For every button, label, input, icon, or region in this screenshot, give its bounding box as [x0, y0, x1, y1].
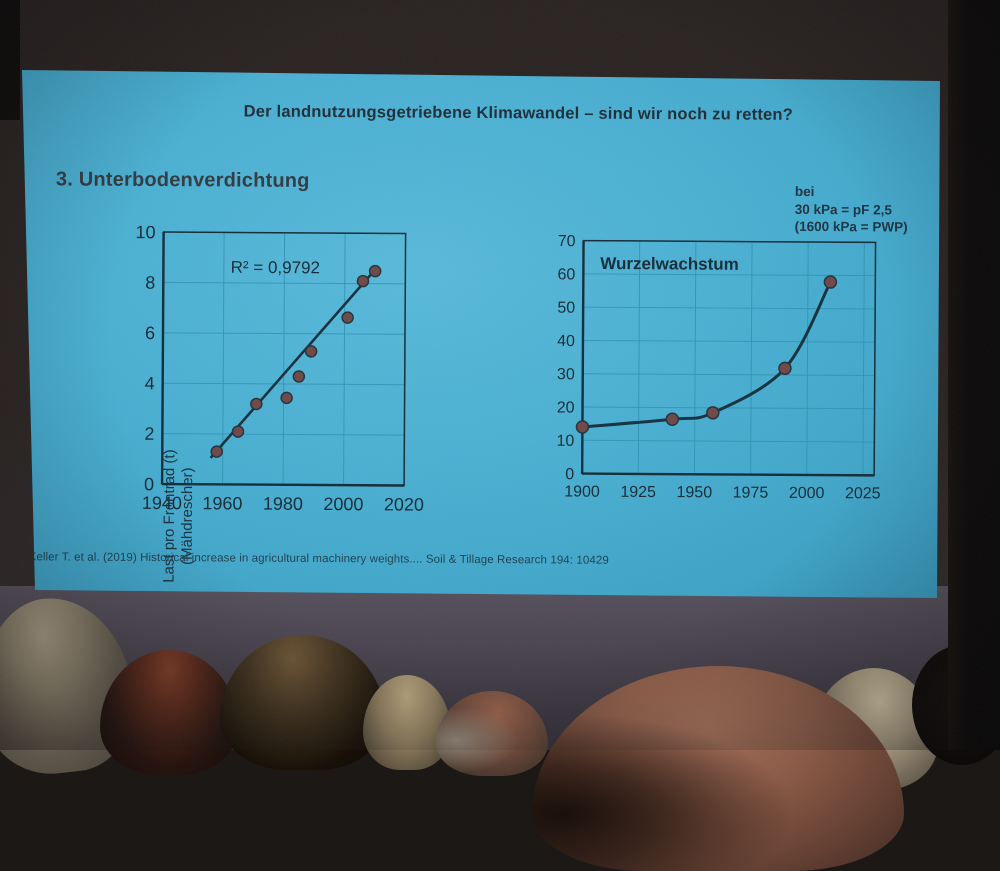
screen-left-edge: [0, 0, 20, 120]
svg-text:70: 70: [558, 234, 576, 250]
svg-text:1975: 1975: [733, 485, 769, 502]
svg-text:1950: 1950: [676, 484, 712, 501]
svg-text:2000: 2000: [789, 485, 825, 502]
citation: Keller T. et al. (2019) Historical incre…: [28, 551, 609, 567]
svg-text:2025: 2025: [845, 485, 881, 502]
slide-content: Der landnutzungsgetriebene Klimawandel –…: [22, 70, 940, 598]
svg-text:20: 20: [557, 399, 575, 416]
slide-title: Der landnutzungsgetriebene Klimawandel –…: [243, 102, 794, 124]
section-heading: 3. Unterbodenverdichtung: [55, 168, 310, 192]
svg-text:R² = 0,9792: R² = 0,9792: [231, 258, 320, 278]
svg-text:50: 50: [557, 300, 575, 317]
svg-text:8: 8: [145, 273, 155, 293]
svg-text:30: 30: [557, 366, 575, 383]
svg-text:6: 6: [145, 323, 155, 343]
svg-text:1900: 1900: [564, 483, 600, 500]
svg-text:60: 60: [558, 266, 576, 283]
slide: Der landnutzungsgetriebene Klimawandel –…: [22, 70, 940, 598]
svg-text:40: 40: [557, 333, 575, 350]
svg-text:10: 10: [136, 226, 156, 243]
svg-text:0: 0: [144, 474, 154, 494]
svg-text:1960: 1960: [202, 493, 242, 513]
svg-text:2: 2: [144, 424, 154, 444]
svg-text:4: 4: [145, 373, 155, 393]
note-line-1: bei: [794, 183, 815, 200]
pressure-note: bei 30 kPa = pF 2,5 (1600 kPa = PWP): [794, 183, 940, 236]
svg-text:0: 0: [565, 466, 574, 483]
svg-text:2020: 2020: [384, 494, 424, 514]
chart-canvas-1: 1900 1925 1950 1975 2000 2025 0 10 20 30 40 50 60 70 W…: [556, 233, 881, 502]
svg-text:1980: 1980: [263, 494, 303, 514]
svg-text:2000: 2000: [323, 494, 363, 514]
root-growth-chart: Zeit bis 50 cm Tiefe erreicht werden (d)…: [537, 233, 901, 512]
svg-text:Wurzelwachstum: Wurzelwachstum: [600, 254, 739, 274]
note-line-3: (1600 kPa = PWP): [794, 218, 908, 235]
svg-text:1925: 1925: [620, 484, 656, 501]
screen-right-edge: [948, 0, 1000, 750]
svg-text:10: 10: [556, 433, 574, 450]
machinery-load-chart: Last pro Frontrad (t) (Mähdrescher) 1940…: [117, 222, 431, 583]
note-line-2: 30 kPa = pF 2,5: [794, 201, 893, 217]
